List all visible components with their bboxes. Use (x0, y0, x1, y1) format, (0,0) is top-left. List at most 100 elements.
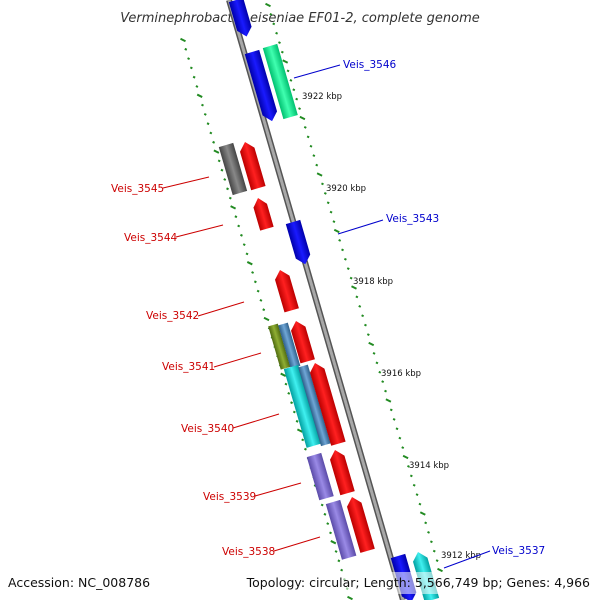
feature-block-olive[interactable] (268, 323, 291, 370)
gc-skew-dot (209, 131, 213, 135)
tick-label: 3922 kbp (302, 92, 342, 102)
leader-line (162, 176, 210, 189)
gc-skew-dot (180, 37, 186, 43)
feature-block-rna[interactable] (262, 43, 298, 120)
gc-skew-dot (392, 417, 396, 421)
gc-skew-dot (253, 280, 257, 284)
gc-skew-dot (245, 252, 249, 256)
gc-skew-dot (251, 271, 255, 274)
gene-label-veis-3538[interactable]: Veis_3538 (222, 546, 275, 558)
gc-skew-dot (292, 88, 296, 92)
gc-skew-dot (384, 389, 387, 393)
gc-skew-dot (427, 530, 430, 534)
gene-label-veis-3545[interactable]: Veis_3545 (111, 183, 164, 195)
feature-block-veis-3540[interactable] (308, 361, 346, 446)
gene-label-veis-3544[interactable]: Veis_3544 (124, 232, 178, 244)
gc-skew-dot (220, 168, 224, 172)
gc-skew-dot (419, 511, 426, 516)
gc-skew-dot (329, 531, 332, 535)
gc-skew-dot (262, 308, 266, 312)
gc-skew-dot (401, 446, 405, 449)
gene-label-veis-3546[interactable]: Veis_3546 (343, 59, 397, 71)
gc-skew-dot (234, 215, 238, 219)
feature-block-veis-3542[interactable] (273, 268, 299, 313)
gene-label-veis-3542[interactable]: Veis_3542 (146, 310, 199, 322)
gc-skew-dot (292, 410, 296, 414)
gc-skew-dot (402, 454, 409, 460)
gc-skew-dot (259, 299, 263, 302)
gc-skew-dot (407, 465, 410, 468)
gc-skew-dot (351, 285, 357, 290)
feature-block-purple-2[interactable] (325, 499, 357, 560)
gc-skew-dot (381, 380, 385, 384)
feature-block-veis-3543[interactable] (285, 219, 313, 266)
gc-skew-dot (226, 187, 229, 191)
gc-skew-dot (206, 122, 210, 126)
gene-label-veis-3539[interactable]: Veis_3539 (203, 491, 256, 503)
feature-block-veis-3544[interactable] (251, 196, 274, 231)
gc-skew-dot (287, 392, 291, 395)
gc-skew-dot (320, 503, 324, 507)
gc-skew-dot (323, 191, 327, 195)
gc-skew-dot (196, 93, 203, 98)
feature-block-gray[interactable] (218, 142, 248, 196)
tick-label: 3918 kbp (353, 277, 393, 287)
gc-skew-dot (286, 69, 290, 73)
gene-leader-lines (162, 64, 491, 569)
leader-line (232, 413, 280, 429)
gc-skew-dot (321, 182, 324, 186)
gc-skew-dot (412, 483, 416, 487)
gc-skew-dot (366, 333, 370, 336)
gc-skew-dot (295, 419, 299, 423)
gc-skew-dot (389, 408, 393, 412)
feature-block-veis-3546[interactable] (244, 49, 279, 123)
gc-skew-dot (272, 22, 276, 26)
feature-block-purple[interactable] (306, 452, 334, 501)
feature-blocks (218, 0, 440, 600)
gc-skew-dot (375, 361, 379, 365)
feature-block-veis-3539[interactable] (328, 448, 355, 496)
gc-skew-dot (323, 512, 327, 516)
feature-block-veis-3545[interactable] (238, 140, 266, 191)
gene-label-veis-3543[interactable]: Veis_3543 (386, 213, 439, 225)
gc-skew-dot (334, 550, 338, 553)
gc-skew-dot (309, 144, 313, 148)
tick-labels: 3922 kbp 3920 kbp 3918 kbp 3916 kbp 3914… (302, 92, 481, 561)
gene-label-veis-3541[interactable]: Veis_3541 (162, 361, 215, 373)
leader-line (337, 219, 384, 235)
gc-skew-dot (298, 107, 301, 110)
gc-skew-dot (337, 559, 341, 563)
feature-block-steel-2[interactable] (298, 364, 331, 447)
gene-label-veis-3540[interactable]: Veis_3540 (181, 423, 234, 435)
leader-line (213, 352, 262, 368)
gc-skew-dot (338, 239, 342, 242)
gc-skew-dot (203, 113, 207, 116)
gc-skew-dot (329, 210, 333, 214)
feature-block-steel[interactable] (278, 322, 301, 369)
gene-label-veis-3537[interactable]: Veis_3537 (492, 545, 545, 557)
gc-skew-dot (228, 196, 232, 200)
feature-block-veis-3541[interactable] (289, 319, 315, 364)
gc-skew-dot (418, 502, 422, 506)
leader-line (175, 224, 224, 238)
gc-skew-dot (296, 428, 303, 433)
feature-block-cyan[interactable] (283, 364, 322, 448)
gc-skew-dot (280, 50, 284, 54)
gc-skew-dot (195, 85, 199, 88)
gene-labels: Veis_3546 Veis_3545 Veis_3544 Veis_3543 … (111, 59, 545, 558)
gc-skew-dot (424, 521, 428, 525)
feature-block-veis-3538[interactable] (345, 495, 375, 553)
feature-block-blue[interactable] (228, 0, 254, 39)
gc-skew-dot (213, 149, 220, 154)
gc-skew-dot (312, 154, 316, 158)
gc-skew-dot (289, 78, 293, 82)
gc-skew-dot (330, 540, 337, 545)
map-title: Verminephrobacter eiseniae EF01-2, compl… (120, 11, 479, 26)
gc-skew-dot (378, 370, 382, 374)
gc-skew-dot (212, 140, 216, 144)
gc-skew-dot (385, 398, 392, 403)
gc-skew-dot (340, 568, 344, 572)
gc-skew-dot (306, 135, 310, 139)
leader-line (197, 301, 245, 317)
